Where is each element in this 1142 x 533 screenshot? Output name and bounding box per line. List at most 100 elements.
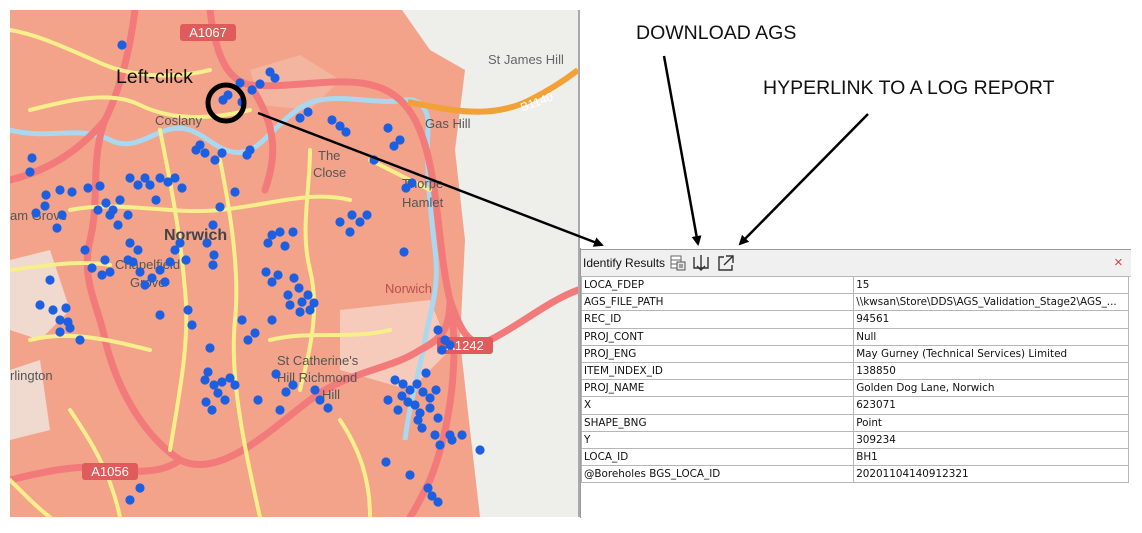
borehole-point[interactable] <box>275 227 285 237</box>
borehole-point[interactable] <box>247 85 257 95</box>
borehole-point[interactable] <box>297 297 307 307</box>
borehole-point[interactable] <box>95 181 105 191</box>
borehole-point[interactable] <box>445 340 455 350</box>
borehole-point[interactable] <box>83 183 93 193</box>
borehole-point[interactable] <box>267 277 277 287</box>
borehole-point[interactable] <box>80 245 90 255</box>
borehole-point[interactable] <box>200 148 210 158</box>
borehole-point[interactable] <box>35 300 45 310</box>
table-icon[interactable] <box>668 253 688 273</box>
borehole-point[interactable] <box>25 167 35 177</box>
result-field-value[interactable]: 309234 <box>853 430 1129 449</box>
borehole-point[interactable] <box>205 343 215 353</box>
borehole-point[interactable] <box>202 238 212 248</box>
borehole-point[interactable] <box>412 379 422 389</box>
borehole-point[interactable] <box>45 275 55 285</box>
borehole-point[interactable] <box>93 205 103 215</box>
result-row[interactable]: PROJ_NAME Golden Dog Lane, Norwich <box>580 379 1129 398</box>
borehole-point[interactable] <box>362 210 372 220</box>
borehole-point[interactable] <box>133 245 143 255</box>
borehole-point[interactable] <box>177 183 187 193</box>
borehole-point[interactable] <box>133 180 143 190</box>
borehole-point[interactable] <box>105 210 115 220</box>
borehole-point[interactable] <box>55 315 65 325</box>
borehole-point[interactable] <box>393 405 403 415</box>
download-icon[interactable] <box>691 253 711 273</box>
borehole-point[interactable] <box>433 497 443 507</box>
borehole-point[interactable] <box>217 377 227 387</box>
borehole-point[interactable] <box>427 491 437 501</box>
borehole-point[interactable] <box>65 323 75 333</box>
borehole-point[interactable] <box>170 245 180 255</box>
borehole-point[interactable] <box>381 457 391 467</box>
borehole-point[interactable] <box>87 263 97 273</box>
borehole-point[interactable] <box>435 440 445 450</box>
borehole-point[interactable] <box>117 40 127 50</box>
result-row[interactable]: Y 309234 <box>580 430 1129 449</box>
borehole-point[interactable] <box>52 223 62 233</box>
result-field-value[interactable]: May Gurney (Technical Services) Limited <box>853 344 1129 363</box>
result-field-value[interactable]: 138850 <box>853 361 1129 381</box>
borehole-point[interactable] <box>433 413 443 423</box>
borehole-point[interactable] <box>475 445 485 455</box>
borehole-point[interactable] <box>261 267 271 277</box>
borehole-point[interactable] <box>243 335 253 345</box>
result-field-value[interactable]: Null <box>853 327 1129 346</box>
borehole-point[interactable] <box>417 423 427 433</box>
borehole-point[interactable] <box>31 208 41 218</box>
borehole-point[interactable] <box>210 155 220 165</box>
borehole-point[interactable] <box>275 405 285 415</box>
borehole-point[interactable] <box>225 373 235 383</box>
borehole-point[interactable] <box>208 220 218 230</box>
result-field-value[interactable]: 94561 <box>853 310 1129 329</box>
result-row[interactable]: X 623071 <box>580 396 1129 415</box>
borehole-point[interactable] <box>253 395 263 405</box>
borehole-point[interactable] <box>270 73 280 83</box>
borehole-point[interactable] <box>303 290 313 300</box>
borehole-point[interactable] <box>418 387 428 397</box>
borehole-point[interactable] <box>295 113 305 123</box>
borehole-point[interactable] <box>341 127 351 137</box>
borehole-point[interactable] <box>310 385 320 395</box>
borehole-point[interactable] <box>209 380 219 390</box>
borehole-point[interactable] <box>250 328 260 338</box>
borehole-point[interactable] <box>235 78 245 88</box>
result-row[interactable]: LOCA_ID BH1 <box>580 447 1129 467</box>
borehole-point[interactable] <box>61 303 71 313</box>
borehole-point[interactable] <box>207 405 217 415</box>
borehole-point[interactable] <box>208 260 218 270</box>
borehole-point[interactable] <box>230 380 240 390</box>
borehole-point[interactable] <box>242 150 252 160</box>
borehole-point[interactable] <box>294 283 304 293</box>
borehole-point[interactable] <box>323 403 333 413</box>
borehole-point[interactable] <box>457 430 467 440</box>
borehole-point[interactable] <box>57 210 67 220</box>
borehole-point[interactable] <box>115 195 125 205</box>
borehole-point[interactable] <box>398 379 408 389</box>
borehole-point[interactable] <box>431 385 441 395</box>
borehole-point[interactable] <box>355 217 365 227</box>
borehole-point[interactable] <box>289 273 299 283</box>
borehole-point[interactable] <box>213 388 223 398</box>
borehole-point[interactable] <box>155 173 165 183</box>
borehole-point[interactable] <box>105 267 115 277</box>
borehole-point[interactable] <box>100 255 110 265</box>
borehole-point[interactable] <box>75 335 85 345</box>
borehole-point[interactable] <box>230 187 240 197</box>
borehole-point[interactable] <box>255 79 265 89</box>
borehole-point[interactable] <box>285 300 295 310</box>
borehole-point[interactable] <box>430 430 440 440</box>
borehole-point[interactable] <box>125 238 135 248</box>
borehole-point[interactable] <box>101 198 111 208</box>
borehole-point[interactable] <box>345 227 355 237</box>
borehole-point[interactable] <box>218 95 228 105</box>
borehole-point[interactable] <box>41 190 51 200</box>
borehole-point[interactable] <box>405 470 415 480</box>
borehole-point[interactable] <box>405 385 415 395</box>
borehole-point[interactable] <box>273 270 283 280</box>
map-canvas[interactable]: A1067 St James Hill B1140 Coslany Gas Hi… <box>10 10 578 517</box>
borehole-point[interactable] <box>347 210 357 220</box>
borehole-point[interactable] <box>410 400 420 410</box>
borehole-point[interactable] <box>97 270 107 280</box>
borehole-point[interactable] <box>403 397 413 407</box>
